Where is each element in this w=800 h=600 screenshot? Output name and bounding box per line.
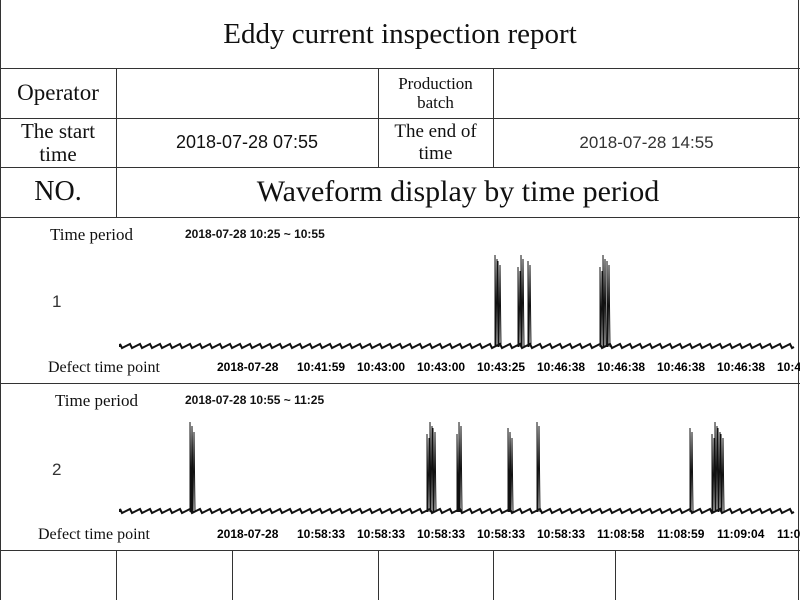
spike — [599, 266, 604, 348]
section-number: 2 — [52, 460, 62, 479]
no-label: NO. — [34, 176, 82, 207]
waveform — [119, 507, 795, 515]
defect-time: 10:46:38 — [597, 360, 646, 374]
operator-label: Operator — [17, 80, 99, 105]
spike — [527, 260, 532, 348]
defect-time: 10:4 — [777, 360, 800, 374]
spike — [720, 433, 725, 513]
title: Eddy current inspection report — [223, 17, 577, 50]
waveform — [119, 342, 795, 350]
defect-time: 10:43:00 — [417, 360, 466, 374]
spike — [458, 421, 463, 513]
defect-time: 10:58:33 — [357, 527, 406, 541]
start-label: The start time — [20, 118, 96, 166]
defect-time: 10:58:33 — [477, 527, 526, 541]
spike — [602, 254, 607, 348]
spike — [191, 427, 196, 513]
defect-time: 11:0 — [777, 527, 800, 541]
end-value: 2018-07-28 14:55 — [579, 132, 714, 152]
defect-time: 11:09:04 — [717, 527, 765, 541]
waveform-title: Waveform display by time period — [256, 175, 660, 208]
time-period-label: Time period — [55, 391, 138, 410]
end-label: The end of time — [394, 120, 477, 164]
defect-time: 11:08:59 — [657, 527, 705, 541]
defect-time: 10:41:59 — [297, 360, 346, 374]
defect-time: 10:58:33 — [297, 527, 346, 541]
defect-time: 10:58:33 — [417, 527, 466, 541]
spike — [717, 427, 722, 513]
spike — [509, 433, 514, 513]
spike — [432, 427, 437, 513]
spike — [494, 254, 499, 348]
spike — [426, 433, 431, 513]
time-period: 2018-07-28 10:25 ~ 10:55 — [185, 227, 325, 241]
defect-label: Defect time point — [48, 359, 160, 376]
defect-time: 2018-07-28 — [217, 527, 279, 541]
defect-time: 10:46:38 — [717, 360, 766, 374]
spike — [536, 421, 541, 513]
defect-time: 10:46:38 — [657, 360, 706, 374]
spike — [429, 421, 434, 513]
time-period: 2018-07-28 10:55 ~ 11:25 — [185, 393, 325, 407]
spike — [606, 260, 611, 348]
spike — [714, 421, 719, 513]
spike — [497, 260, 502, 348]
batch-label: Production batch — [398, 74, 473, 112]
spike — [520, 254, 525, 348]
time-period-label: Time period — [50, 225, 133, 244]
start-value: 2018-07-28 07:55 — [175, 132, 319, 152]
defect-label: Defect time point — [38, 526, 150, 543]
spike — [711, 433, 716, 513]
defect-time: 10:43:25 — [477, 360, 526, 374]
defect-time: 10:43:00 — [357, 360, 406, 374]
defect-time: 2018-07-28 — [217, 360, 279, 374]
spike — [517, 266, 522, 348]
section-number: 1 — [52, 292, 62, 311]
defect-time: 10:58:33 — [537, 527, 586, 541]
defect-time: 10:46:38 — [537, 360, 586, 374]
spike — [689, 427, 694, 513]
defect-time: 11:08:58 — [597, 527, 645, 541]
